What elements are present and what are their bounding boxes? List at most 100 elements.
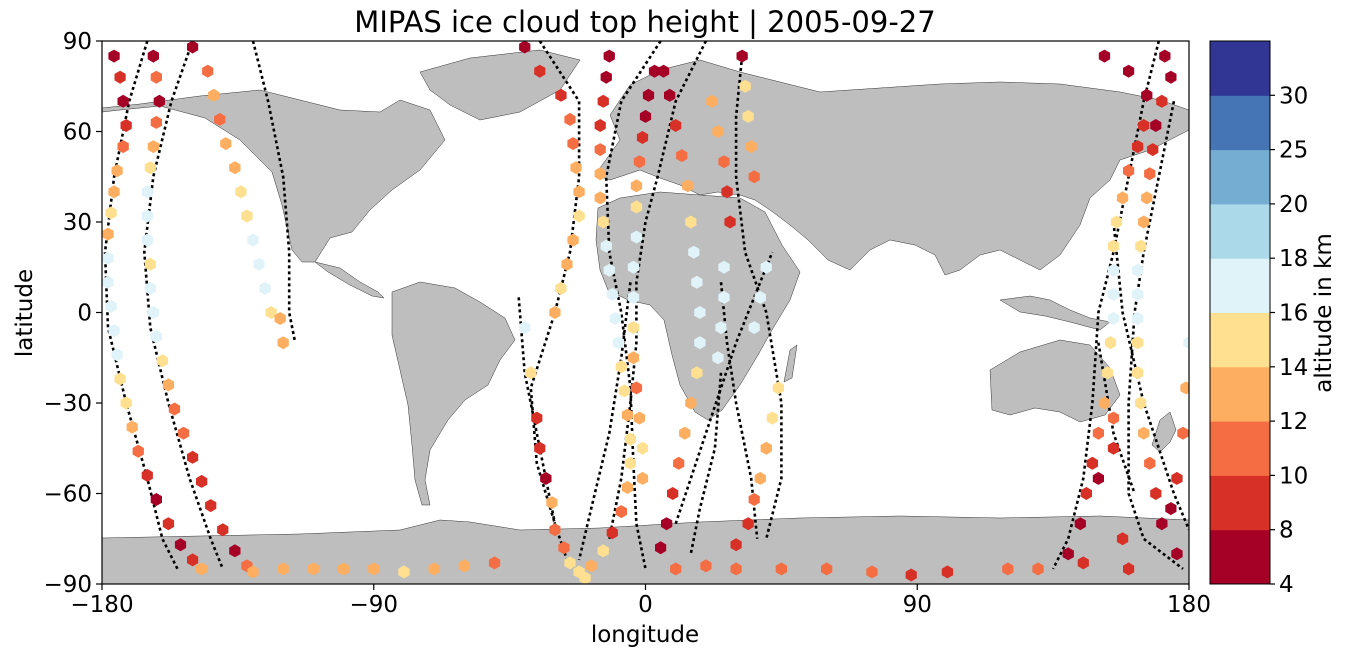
cloud-point (1107, 312, 1120, 325)
cloud-point (265, 306, 277, 319)
cloud-point (603, 49, 615, 63)
colorbar-tick-label: 4 (1279, 572, 1294, 598)
cloud-point (866, 565, 878, 579)
cloud-point (1156, 94, 1168, 108)
cloud-point (205, 499, 217, 513)
cloud-point (111, 164, 123, 178)
cloud-point (772, 381, 784, 395)
cloud-point (694, 306, 706, 319)
cloud-point (428, 562, 440, 576)
cloud-point (630, 381, 643, 395)
cloud-point (168, 402, 181, 416)
cloud-point (525, 366, 537, 380)
cloud-point (555, 88, 567, 102)
cloud-point (1092, 471, 1104, 485)
cloud-point (540, 471, 552, 485)
cloud-point (217, 523, 229, 537)
y-axis-label: latitude (12, 269, 38, 357)
cloud-point (700, 559, 712, 573)
cloud-point (488, 556, 501, 570)
cloud-point (941, 565, 954, 579)
x-tick-label: 0 (638, 592, 653, 618)
cloud-point (579, 571, 591, 584)
cloud-point (594, 167, 606, 181)
cloud-point (597, 544, 609, 558)
cloud-point (144, 281, 156, 295)
cloud-point (1074, 517, 1086, 531)
cloud-point (636, 471, 649, 485)
cloud-point (1135, 239, 1147, 253)
cloud-point (102, 251, 114, 265)
colorbar: 4 8 10 12 14 16 18 20 25 30 (1209, 40, 1308, 598)
cloud-point (621, 408, 633, 422)
orbit-track (1127, 101, 1184, 570)
cloud-point (114, 70, 126, 84)
cloud-point (519, 321, 531, 335)
cloud-point (597, 215, 609, 229)
cloud-point (1144, 167, 1156, 181)
cloud-point (153, 94, 165, 108)
cloud-point (1107, 411, 1120, 425)
cloud-point (748, 493, 760, 506)
cloud-point (1138, 215, 1150, 229)
cloud-point (760, 260, 772, 274)
cloud-point (679, 426, 691, 440)
cloud-point (567, 137, 579, 151)
colorbar-segment (1210, 421, 1270, 476)
cloud-point (1141, 191, 1153, 205)
cloud-point (229, 161, 241, 175)
cloud-point (615, 360, 627, 374)
cloud-point (274, 312, 286, 325)
cloud-point (1159, 49, 1171, 63)
cloud-point (905, 568, 917, 582)
cloud-point (307, 562, 319, 576)
cloud-point (555, 281, 567, 295)
x-tick-label: 90 (903, 592, 932, 618)
cloud-point (664, 88, 676, 102)
colorbar-tick-label: 25 (1279, 138, 1308, 164)
cloud-point (235, 185, 247, 199)
x-axis: −180 −90 0 90 180 (70, 584, 1211, 618)
cloud-point (111, 348, 123, 362)
orbit-track (1112, 221, 1189, 531)
cloud-point (549, 523, 561, 537)
cloud-point (108, 324, 120, 338)
cloud-point (724, 215, 736, 229)
cloud-point (1116, 191, 1129, 205)
cloud-point (368, 562, 380, 576)
cloud-point (630, 179, 643, 193)
cloud-point (202, 64, 214, 78)
cloud-point (739, 79, 751, 93)
cloud-point (627, 321, 640, 335)
cloud-point (718, 155, 730, 169)
cloud-point (633, 411, 646, 425)
land-africa (595, 191, 801, 421)
y-tick-label: 0 (77, 301, 92, 327)
cloud-point (754, 471, 766, 485)
cloud-point (667, 487, 679, 500)
y-tick-label: −60 (43, 482, 92, 508)
cloud-point (615, 505, 627, 519)
colorbar-tick-label: 12 (1279, 409, 1308, 435)
cloud-point (573, 209, 585, 223)
cloud-point (1080, 487, 1092, 500)
cloud-point (108, 185, 120, 199)
cloud-point (1107, 263, 1120, 277)
cloud-point (196, 474, 208, 488)
colorbar-tick-label: 16 (1279, 301, 1308, 327)
cloud-point (1107, 441, 1120, 455)
orbit-track (517, 297, 557, 524)
cloud-point (1150, 119, 1162, 132)
cloud-point (1165, 70, 1177, 84)
colorbar-tick-label: 14 (1279, 355, 1308, 381)
cloud-point (156, 354, 168, 368)
cloud-point (564, 112, 576, 126)
cloud-point (534, 441, 546, 455)
orbit-track (577, 282, 632, 561)
cloud-point (736, 49, 748, 63)
cloud-point (549, 306, 561, 319)
cloud-point (718, 290, 730, 304)
cloud-point (618, 384, 630, 398)
cloud-point (108, 49, 120, 63)
cloud-point (594, 191, 606, 205)
